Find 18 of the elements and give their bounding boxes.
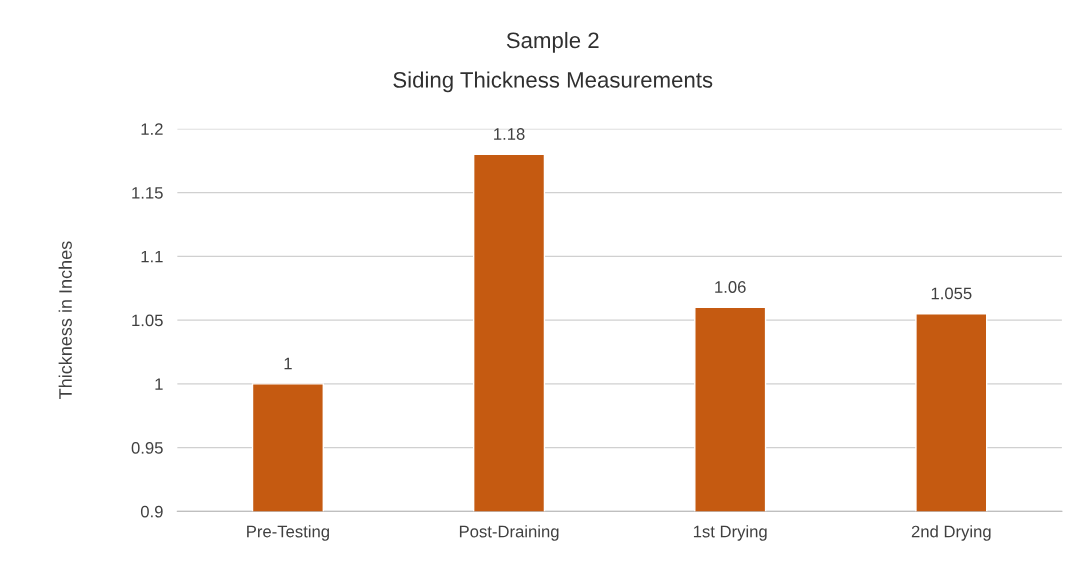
y-tick-label: 0.95 — [131, 441, 163, 454]
x-tick-label: 2nd Drying — [911, 525, 991, 541]
data-label: 1.18 — [494, 128, 525, 140]
y-tick-label: 0.9 — [140, 505, 163, 518]
y-axis-title: Thickness in Inches — [58, 241, 72, 399]
y-tick-label: 1.2 — [141, 123, 163, 135]
x-tick-label: Pre-Testing — [247, 525, 329, 541]
x-tick-label: 1st Drying — [693, 525, 767, 541]
x-tick-label: Post-Draining — [459, 525, 559, 541]
chart-title: Sample 2 — [506, 31, 599, 53]
y-tick-label: 1.1 — [141, 250, 163, 263]
data-label: 1.055 — [931, 287, 972, 300]
chart-subtitle: Siding Thickness Measurements — [393, 71, 713, 93]
y-tick-label: 1 — [155, 378, 163, 390]
y-tick-label: 1.05 — [132, 314, 163, 327]
data-label: 1 — [284, 357, 292, 370]
y-tick-label: 1.15 — [132, 187, 163, 199]
data-label: 1.06 — [715, 281, 746, 293]
